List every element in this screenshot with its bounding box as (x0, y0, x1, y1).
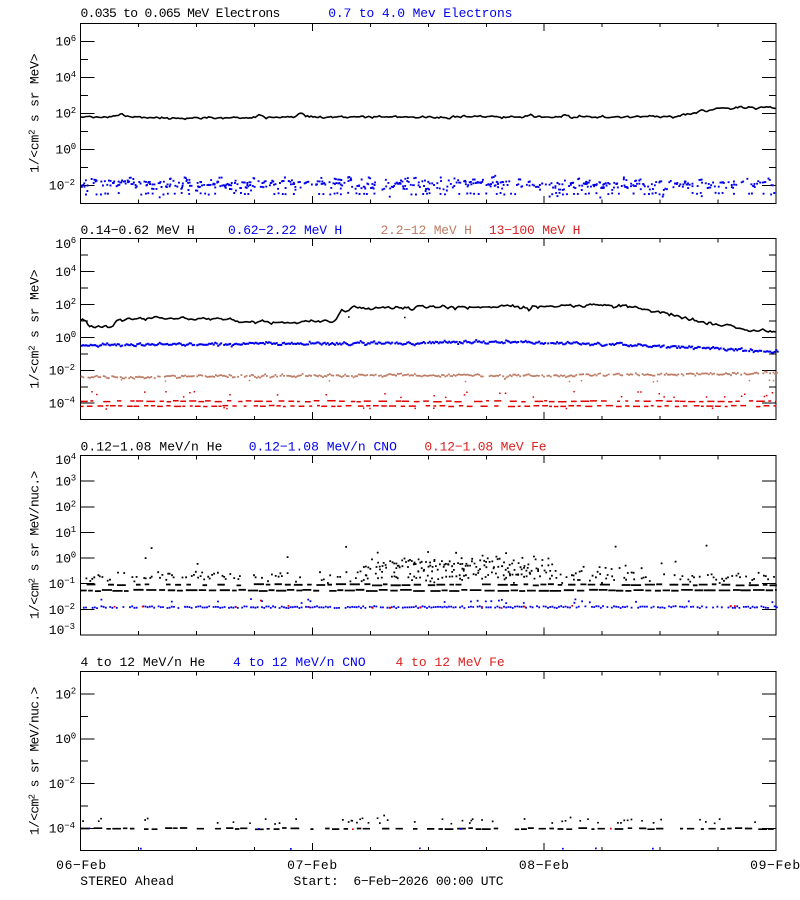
svg-text:06−Feb: 06−Feb (56, 858, 107, 873)
svg-text:10: 10 (55, 35, 71, 50)
svg-text:−4: −4 (64, 821, 75, 831)
svg-text:0: 0 (71, 142, 76, 152)
svg-text:2: 2 (71, 687, 76, 697)
svg-text:1: 1 (71, 525, 76, 535)
svg-text:−2: −2 (64, 178, 75, 188)
svg-text:10: 10 (55, 453, 71, 468)
svg-text:10: 10 (49, 179, 65, 194)
svg-text:4: 4 (71, 264, 76, 274)
svg-text:1/<cm2 s sr MeV>: 1/<cm2 s sr MeV> (28, 269, 43, 389)
svg-text:4 to 12 MeV/n CNO: 4 to 12 MeV/n CNO (233, 655, 366, 670)
svg-text:2: 2 (71, 499, 76, 509)
svg-text:0.14−0.62 MeV H: 0.14−0.62 MeV H (81, 223, 195, 238)
svg-text:4 to 12 MeV Fe: 4 to 12 MeV Fe (396, 655, 505, 670)
svg-text:10: 10 (55, 107, 71, 122)
svg-text:0.12−1.08 MeV Fe: 0.12−1.08 MeV Fe (424, 440, 546, 455)
svg-text:1/<cm2 s sr MeV/nuc.>: 1/<cm2 s sr MeV/nuc.> (28, 686, 43, 835)
svg-text:0.62−2.22 MeV H: 0.62−2.22 MeV H (228, 223, 342, 238)
svg-text:−3: −3 (64, 622, 75, 632)
svg-text:10: 10 (55, 298, 71, 313)
svg-text:13−100 MeV H: 13−100 MeV H (489, 223, 580, 238)
svg-text:0: 0 (71, 330, 76, 340)
svg-text:−2: −2 (64, 602, 75, 612)
svg-text:10: 10 (55, 526, 71, 541)
svg-text:−2: −2 (64, 363, 75, 373)
svg-text:07−Feb: 07−Feb (287, 858, 338, 873)
svg-text:6: 6 (71, 236, 76, 246)
svg-text:−4: −4 (64, 396, 75, 406)
svg-text:09−Feb: 09−Feb (750, 858, 800, 873)
svg-text:−1: −1 (64, 576, 75, 586)
svg-text:4 to 12 MeV/n He: 4 to 12 MeV/n He (81, 655, 206, 670)
svg-text:0.12−1.08 MeV/n CNO: 0.12−1.08 MeV/n CNO (249, 440, 397, 455)
svg-text:3: 3 (71, 474, 76, 484)
svg-text:−2: −2 (64, 776, 75, 786)
svg-text:10: 10 (55, 732, 71, 747)
svg-text:10: 10 (55, 331, 71, 346)
svg-text:10: 10 (49, 397, 65, 412)
svg-text:4: 4 (71, 70, 76, 80)
svg-text:10: 10 (55, 687, 71, 702)
svg-text:10: 10 (49, 822, 65, 837)
svg-text:2: 2 (71, 297, 76, 307)
svg-text:1/<cm2 s sr MeV/nuc.>: 1/<cm2 s sr MeV/nuc.> (28, 470, 43, 619)
svg-text:10: 10 (55, 475, 71, 490)
svg-text:0.035 to 0.065 MeV Electrons: 0.035 to 0.065 MeV Electrons (81, 6, 280, 21)
svg-text:STEREO Ahead: STEREO Ahead (80, 874, 174, 889)
svg-text:4: 4 (71, 452, 76, 462)
svg-text:1/<cm2 s sr MeV>: 1/<cm2 s sr MeV> (28, 53, 43, 173)
svg-text:10: 10 (49, 603, 65, 618)
svg-text:0: 0 (71, 551, 76, 561)
svg-text:0.7 to 4.0 Mev Electrons: 0.7 to 4.0 Mev Electrons (328, 6, 512, 21)
svg-text:6: 6 (71, 34, 76, 44)
svg-text:10: 10 (49, 623, 65, 638)
svg-text:10: 10 (55, 237, 71, 252)
svg-text:08−Feb: 08−Feb (519, 858, 570, 873)
svg-text:10: 10 (55, 143, 71, 158)
svg-text:10: 10 (55, 500, 71, 515)
svg-text:2: 2 (71, 106, 76, 116)
svg-text:10: 10 (55, 265, 71, 280)
svg-text:10: 10 (55, 552, 71, 567)
svg-text:Start: 6−Feb−2026 00:00 UTC: Start: 6−Feb−2026 00:00 UTC (294, 874, 504, 889)
svg-text:10: 10 (49, 577, 65, 592)
svg-text:0: 0 (71, 731, 76, 741)
svg-text:2.2−12 MeV H: 2.2−12 MeV H (381, 223, 472, 238)
svg-text:10: 10 (49, 777, 65, 792)
svg-text:10: 10 (55, 71, 71, 86)
svg-text:10: 10 (49, 364, 65, 379)
svg-text:0.12−1.08 MeV/n He: 0.12−1.08 MeV/n He (81, 440, 223, 455)
